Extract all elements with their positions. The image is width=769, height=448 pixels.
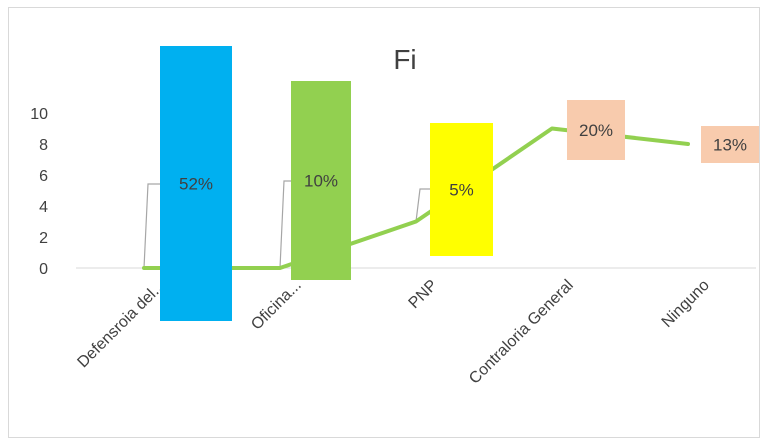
leader-layer: [143, 180, 430, 269]
data-label-box: [430, 123, 493, 256]
data-label-box: [160, 46, 232, 321]
label-layer: 52% 10% 5% 20% 13%: [160, 46, 759, 321]
x-tick-label: Oficina...: [248, 277, 305, 334]
y-tick-label: 0: [39, 261, 48, 278]
x-tick-label: Defensroia del...: [74, 277, 168, 371]
data-label: 10%: [304, 172, 338, 191]
chart-frame: Fi 0 2 4 6 8 10 Defensroia del... Oficina... PNP…: [8, 7, 760, 438]
data-point: [686, 142, 690, 146]
chart-title: Fi: [393, 44, 416, 75]
chart-title-group: Fi: [393, 44, 416, 75]
chart-svg: Fi 0 2 4 6 8 10 Defensroia del... Oficina... PNP…: [30, 44, 759, 388]
data-label: 52%: [179, 175, 213, 194]
x-tick-label: Ninguno: [659, 277, 713, 331]
data-label-box: [291, 81, 351, 280]
x-tick-label: PNP: [406, 277, 441, 312]
leader-line: [415, 188, 430, 222]
axis-layer: 0 2 4 6 8 10 Defensroia del... Oficina... PNP Con…: [30, 106, 756, 388]
y-tick-label: 4: [39, 199, 48, 216]
x-tick-label: Contraloria General: [466, 277, 577, 388]
data-point: [278, 266, 282, 270]
y-tick-label: 8: [39, 137, 48, 154]
data-label: 5%: [449, 181, 474, 200]
data-label: 13%: [713, 136, 747, 155]
data-point: [414, 220, 418, 223]
y-tick-label: 10: [30, 106, 48, 123]
data-point: [142, 266, 146, 270]
data-label-box: [567, 100, 625, 160]
y-tick-label: 2: [39, 230, 48, 247]
leader-line: [279, 180, 291, 269]
leader-line: [143, 183, 160, 269]
data-point: [550, 127, 554, 130]
y-tick-label: 6: [39, 168, 48, 185]
data-label-box: [701, 126, 759, 163]
data-label: 20%: [579, 121, 613, 140]
